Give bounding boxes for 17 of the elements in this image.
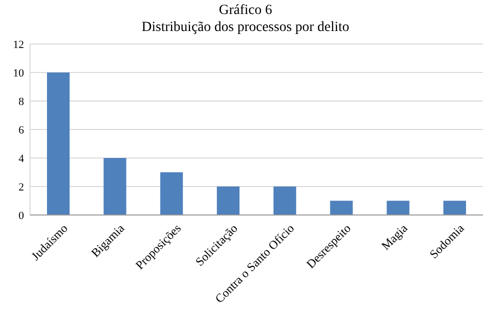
bar (273, 186, 296, 215)
bar (216, 186, 240, 215)
y-tick-label: 8 (18, 96, 24, 108)
y-tick-label: 6 (18, 124, 24, 136)
y-tick-label: 0 (18, 210, 24, 222)
bar (46, 72, 70, 215)
bar (330, 200, 353, 215)
bar (443, 200, 466, 215)
y-tick-label: 4 (18, 152, 24, 165)
chart-subtitle: Distribuição dos processos por delito (142, 20, 350, 35)
y-tick-label: 10 (13, 67, 24, 80)
y-tick-label: 12 (13, 38, 24, 51)
y-tick-label: 2 (18, 181, 24, 194)
chart-title: Gráfico 6 (218, 3, 272, 18)
bar (104, 158, 126, 215)
bar (386, 200, 410, 215)
bar (160, 172, 183, 215)
